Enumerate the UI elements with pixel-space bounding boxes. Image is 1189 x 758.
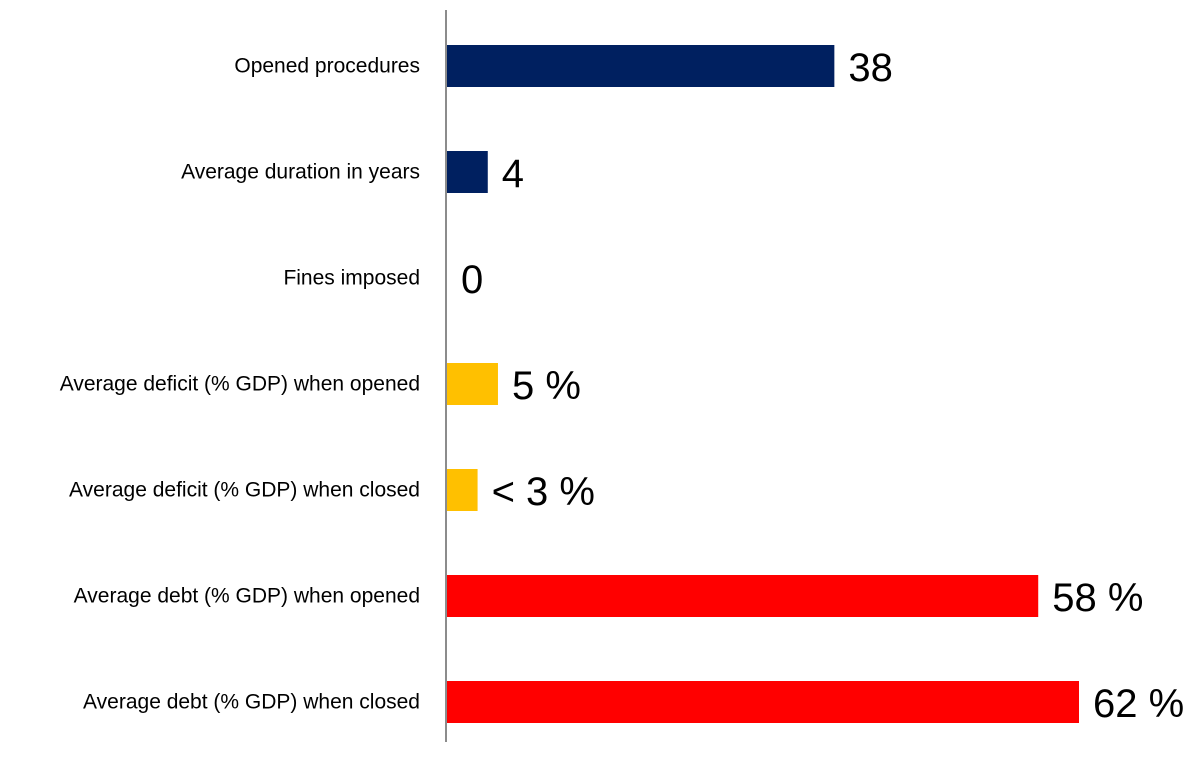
bar: [447, 151, 488, 193]
category-labels-group: Opened procedures Average duration in yea…: [60, 55, 420, 714]
value-label: 0: [461, 258, 483, 302]
value-label: 38: [848, 46, 893, 90]
category-label: Average debt (% GDP) when opened: [74, 585, 420, 608]
category-label: Opened procedures: [234, 55, 420, 78]
bar: [447, 45, 835, 87]
value-label: < 3 %: [492, 470, 595, 514]
category-label: Fines imposed: [283, 267, 420, 290]
value-labels-group: 38 4 0 5 % < 3 % 58 % 62 %: [461, 46, 1184, 726]
category-label: Average debt (% GDP) when closed: [83, 691, 420, 714]
category-label: Average deficit (% GDP) when closed: [69, 479, 420, 502]
value-label: 4: [502, 152, 524, 196]
value-label: 62 %: [1093, 682, 1184, 726]
category-label: Average deficit (% GDP) when opened: [60, 373, 420, 396]
value-label: 5 %: [512, 364, 581, 408]
bar: [447, 363, 498, 405]
bar: [447, 469, 478, 511]
bars-group: [447, 45, 1079, 723]
bar: [447, 575, 1039, 617]
value-label: 58 %: [1052, 576, 1143, 620]
bar: [447, 681, 1079, 723]
category-label: Average duration in years: [181, 161, 420, 184]
